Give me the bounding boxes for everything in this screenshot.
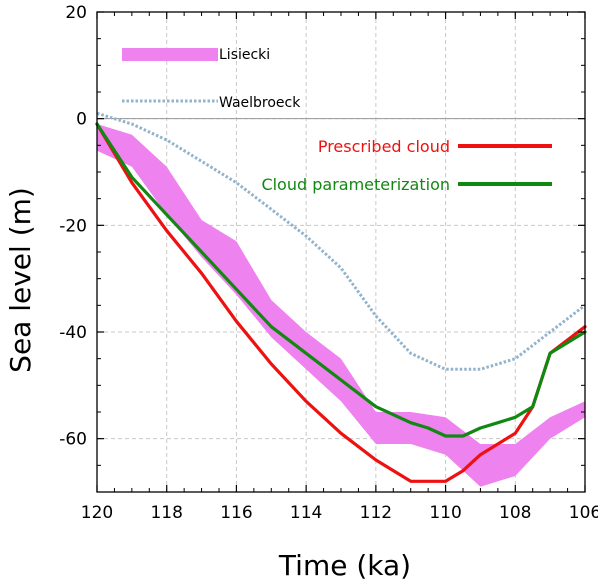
- series-band-lisiecki: [97, 124, 585, 487]
- grid: [97, 12, 585, 492]
- y-axis-title: Sea level (m): [4, 187, 37, 373]
- plot-area: [95, 111, 587, 487]
- legend-label-lisiecki: Lisiecki: [219, 47, 270, 63]
- legend: Lisiecki Waelbroeck Prescribed cloud Cloud …: [122, 47, 552, 194]
- x-tick-label: 108: [499, 503, 531, 523]
- x-tick-label: 114: [290, 503, 322, 523]
- legend-label-waelbroeck: Waelbroeck: [219, 95, 301, 111]
- y-tick-label: -20: [59, 216, 87, 236]
- x-tick-label: 110: [429, 503, 461, 523]
- legend-label-prescribed-cloud: Prescribed cloud: [318, 137, 450, 156]
- x-tick-label: 120: [81, 503, 113, 523]
- series-line-waelbroeck: [96, 111, 586, 371]
- x-tick-label: 112: [360, 503, 392, 523]
- legend-label-cloud-parameterization: Cloud parameterization: [261, 175, 450, 194]
- x-axis-title: Time (ka): [278, 549, 411, 580]
- legend-swatch-lisiecki: [122, 48, 218, 61]
- y-tick-label: 0: [76, 110, 87, 130]
- x-tick-label: 118: [150, 503, 182, 523]
- axis-ticks: 120 118 116 114 112 110 108 106 20 0 -20 -40 -60: [59, 3, 598, 523]
- y-tick-label: 20: [65, 3, 87, 23]
- y-tick-label: -40: [59, 323, 87, 343]
- x-tick-label: 116: [220, 503, 252, 523]
- series-line-prescribed-cloud: [95, 122, 587, 483]
- series-line-cloud-parameterization: [95, 122, 587, 438]
- x-tick-label: 106: [569, 503, 598, 523]
- y-tick-label: -60: [59, 430, 87, 450]
